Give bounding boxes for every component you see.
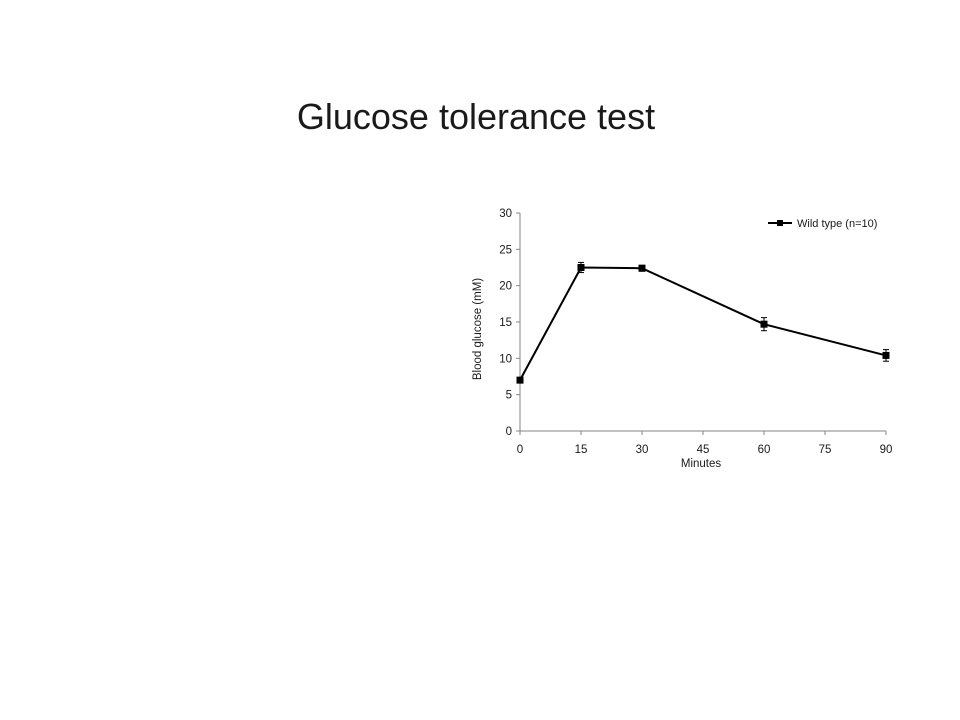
y-tick-label: 20 (499, 281, 512, 293)
x-tick-label: 15 (575, 444, 588, 456)
slide-title: Glucose tolerance test (296, 96, 656, 137)
series-layer (516, 261, 890, 384)
data-point (577, 264, 585, 271)
data-point (760, 320, 768, 328)
x-tick-label: 60 (758, 444, 771, 456)
x-tick-label: 45 (697, 444, 710, 456)
y-tick-label: 5 (506, 390, 512, 402)
series-line (519, 266, 887, 381)
data-point (638, 264, 646, 272)
data-point (882, 351, 890, 359)
y-tick-label: 0 (506, 426, 512, 438)
x-axis-ticks: 0 15 30 45 60 75 90 (517, 431, 893, 456)
x-axis-title: Minutes (681, 458, 722, 470)
x-tick-label: 90 (880, 444, 893, 456)
legend-label: Wild type (n=10) (797, 218, 877, 230)
legend-marker (777, 220, 783, 226)
y-axis-ticks: 0 5 10 15 20 25 30 (499, 208, 520, 438)
x-tick-label: 75 (819, 444, 832, 456)
y-tick-label: 30 (499, 208, 512, 220)
y-tick-label: 15 (499, 317, 512, 329)
y-tick-label: 10 (499, 353, 512, 365)
y-axis-title: Blood glucose (mM) (472, 278, 484, 380)
data-point (516, 376, 524, 384)
axes: 0 5 10 15 20 25 30 0 15 30 45 60 75 90 Minutes Blood… (472, 208, 892, 470)
y-tick-label: 25 (499, 244, 512, 256)
legend: Wild type (n=10) (768, 218, 877, 230)
x-tick-label: 30 (636, 444, 649, 456)
x-tick-label: 0 (517, 444, 523, 456)
